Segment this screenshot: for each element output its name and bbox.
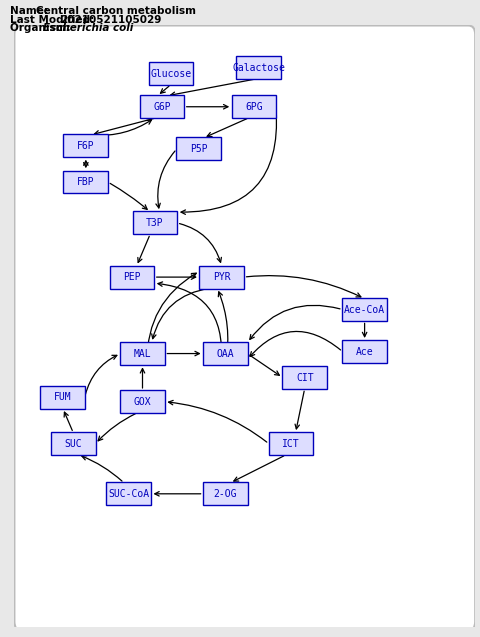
Text: Glucose: Glucose <box>151 69 192 78</box>
FancyBboxPatch shape <box>199 266 244 289</box>
FancyBboxPatch shape <box>63 134 108 157</box>
Text: PEP: PEP <box>123 272 141 282</box>
Text: FUM: FUM <box>54 392 72 403</box>
FancyBboxPatch shape <box>107 482 151 505</box>
Text: F6P: F6P <box>77 141 95 151</box>
FancyBboxPatch shape <box>14 25 475 631</box>
Text: GOX: GOX <box>134 397 151 406</box>
Text: Name:: Name: <box>10 6 51 17</box>
Text: FBP: FBP <box>77 177 95 187</box>
Text: Central carbon metabolism: Central carbon metabolism <box>36 6 196 17</box>
FancyBboxPatch shape <box>40 386 85 409</box>
FancyBboxPatch shape <box>232 96 276 118</box>
Text: P5P: P5P <box>190 144 207 154</box>
FancyBboxPatch shape <box>342 340 387 363</box>
Text: Ace: Ace <box>356 347 373 357</box>
FancyBboxPatch shape <box>282 366 327 389</box>
Text: 6PG: 6PG <box>245 102 263 111</box>
FancyBboxPatch shape <box>120 390 165 413</box>
FancyBboxPatch shape <box>342 298 387 321</box>
Text: PYR: PYR <box>213 272 230 282</box>
Text: Escherichia coli: Escherichia coli <box>43 23 133 33</box>
FancyBboxPatch shape <box>268 433 313 455</box>
Text: MAL: MAL <box>134 348 151 359</box>
FancyBboxPatch shape <box>149 62 193 85</box>
Text: OAA: OAA <box>216 348 234 359</box>
Text: SUC-CoA: SUC-CoA <box>108 489 149 499</box>
Text: CIT: CIT <box>296 373 313 383</box>
Text: T3P: T3P <box>146 218 164 228</box>
FancyBboxPatch shape <box>140 96 184 118</box>
FancyBboxPatch shape <box>63 171 108 194</box>
FancyBboxPatch shape <box>176 138 221 161</box>
Text: Ace-CoA: Ace-CoA <box>344 304 385 315</box>
FancyBboxPatch shape <box>120 342 165 365</box>
Text: Last Modified:: Last Modified: <box>10 15 97 25</box>
Text: SUC: SUC <box>65 439 82 449</box>
FancyBboxPatch shape <box>203 482 248 505</box>
FancyBboxPatch shape <box>203 342 248 365</box>
Text: 2-OG: 2-OG <box>214 489 237 499</box>
Text: ICT: ICT <box>282 439 300 449</box>
FancyBboxPatch shape <box>236 56 281 79</box>
Text: Organism:: Organism: <box>10 23 74 33</box>
Text: Galactose: Galactose <box>232 62 285 73</box>
Text: G6P: G6P <box>153 102 171 111</box>
FancyBboxPatch shape <box>132 211 177 234</box>
FancyBboxPatch shape <box>109 266 154 289</box>
Text: 20210521105029: 20210521105029 <box>60 15 161 25</box>
FancyBboxPatch shape <box>51 433 96 455</box>
